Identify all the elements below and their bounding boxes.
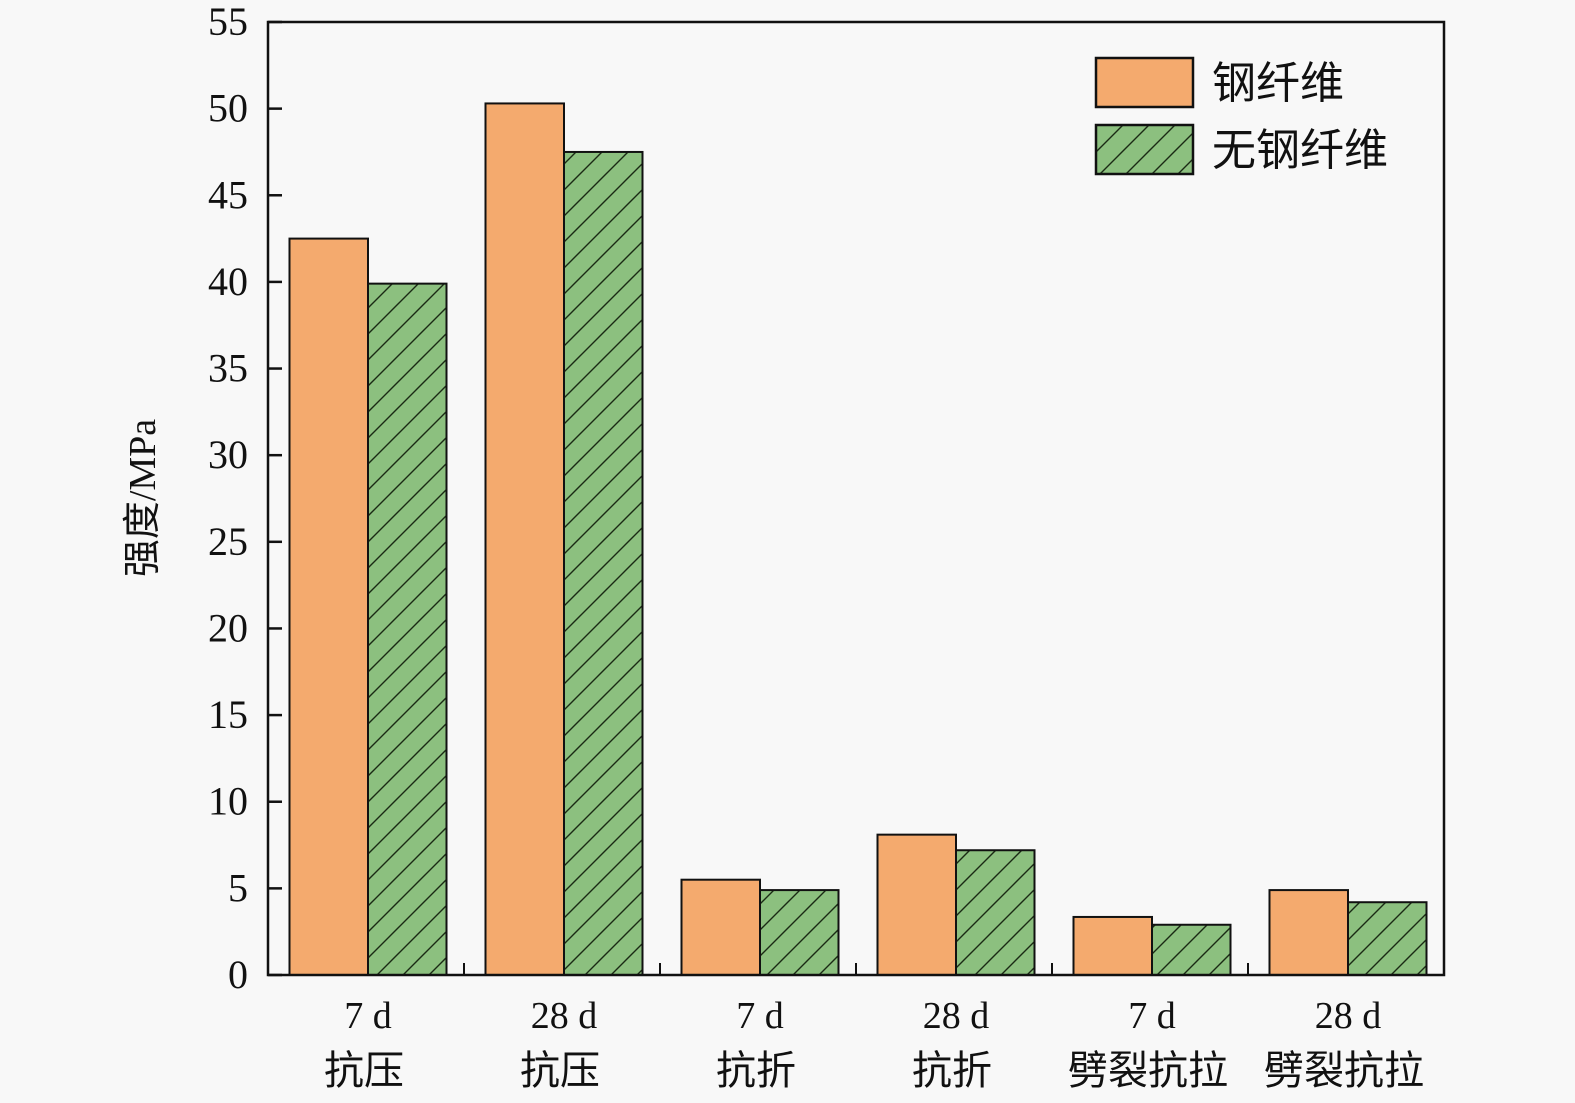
- x-tick-label: 劈裂抗拉: [1068, 1048, 1228, 1093]
- bar-steel-fiber: [288, 237, 369, 977]
- x-tick-label: 抗压: [520, 1048, 600, 1093]
- bar-steel-fiber: [484, 102, 565, 977]
- legend-label: 无钢纤维: [1212, 126, 1388, 175]
- y-tick-label: 15: [208, 692, 248, 737]
- y-tick-label: 55: [208, 0, 248, 44]
- x-tick-label: 抗折: [716, 1048, 796, 1093]
- y-tick-label: 35: [208, 346, 248, 391]
- bar-no-steel-fiber: [1347, 901, 1428, 977]
- y-tick-label: 5: [228, 865, 248, 910]
- plot-frame: [266, 20, 1446, 977]
- bar-steel-fiber: [1268, 889, 1349, 977]
- bar-no-steel-fiber: [367, 282, 448, 976]
- y-tick-label: 0: [228, 952, 248, 997]
- x-tick-label: 7 d: [1128, 995, 1176, 1037]
- legend-swatch: [1094, 56, 1195, 109]
- bar-no-steel-fiber: [1151, 923, 1232, 977]
- legend-label: 钢纤维: [1212, 59, 1344, 108]
- x-tick-label: 28 d: [923, 995, 990, 1037]
- x-tick-label: 7 d: [736, 995, 784, 1037]
- legend-swatch: [1094, 123, 1195, 176]
- bar-no-steel-fiber: [955, 849, 1036, 977]
- y-tick-label: 10: [208, 779, 248, 824]
- x-tick-label: 抗压: [324, 1048, 404, 1093]
- bar-steel-fiber: [680, 878, 761, 977]
- y-tick-label: 40: [208, 259, 248, 304]
- y-tick-label: 45: [208, 172, 248, 217]
- x-tick-label: 28 d: [531, 995, 598, 1037]
- y-tick-label: 30: [208, 432, 248, 477]
- bar-steel-fiber: [1072, 915, 1153, 976]
- x-tick-label: 7 d: [344, 995, 392, 1037]
- y-axis-label: 强度/MPa: [122, 419, 164, 577]
- y-tick-label: 25: [208, 519, 248, 564]
- x-tick-label: 28 d: [1315, 995, 1382, 1037]
- y-tick-label: 50: [208, 86, 248, 131]
- bar-steel-fiber: [876, 833, 957, 977]
- bar-no-steel-fiber: [563, 150, 644, 977]
- x-tick-label: 劈裂抗拉: [1264, 1048, 1424, 1093]
- y-tick-label: 20: [208, 605, 248, 650]
- x-tick-label: 抗折: [912, 1048, 992, 1093]
- bar-no-steel-fiber: [759, 889, 840, 977]
